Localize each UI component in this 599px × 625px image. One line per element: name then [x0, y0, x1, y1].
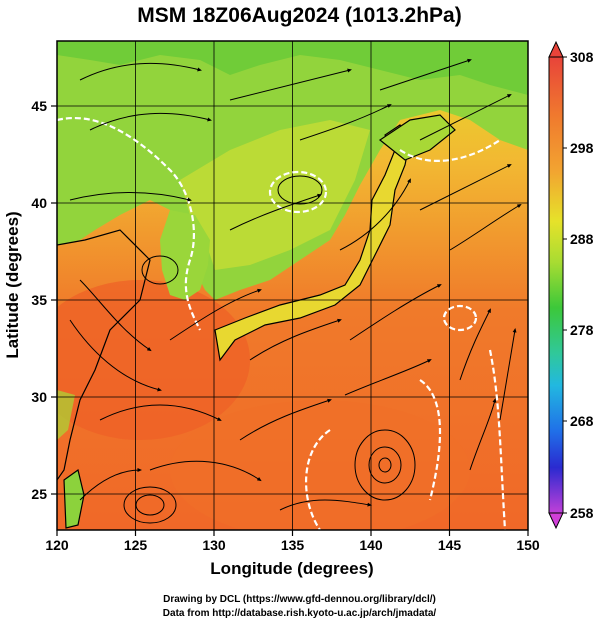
colorbar-tick-label: 278 [570, 322, 594, 338]
axis-ticks [51, 105, 529, 536]
temperature-field [57, 41, 528, 530]
wind-streamlines [69, 58, 522, 511]
lat-tick-label: 40 [31, 195, 47, 211]
lon-tick-label: 120 [45, 537, 69, 553]
lon-tick-label: 125 [124, 537, 148, 553]
lon-tick-label: 130 [202, 537, 226, 553]
lat-tick-label: 45 [31, 98, 47, 114]
credit-data-source: Data from http://database.rish.kyoto-u.a… [162, 608, 437, 619]
lon-tick-label: 135 [281, 537, 305, 553]
colorbar-tick-label: 308 [570, 49, 594, 65]
colorbar-tick-label: 298 [570, 140, 594, 156]
vortex-circulations [123, 175, 416, 524]
map-title: MSM 18Z06Aug2024 (1013.2hPa) [137, 4, 462, 27]
colorbar-tick-label: 288 [570, 231, 594, 247]
colorbar-tick-label: 258 [570, 505, 594, 521]
taiwan-land [63, 468, 85, 529]
lat-tick-label: 35 [31, 292, 47, 308]
colorbar-tick-label: 268 [570, 413, 594, 429]
colorbar: 308 298 288 278 268 258 [548, 40, 594, 530]
lat-lon-grid [57, 41, 528, 530]
lon-tick-label: 150 [516, 537, 540, 553]
lat-tick-label: 25 [31, 486, 47, 502]
credit-drawing: Drawing by DCL (https://www.gfd-dennou.o… [163, 594, 436, 605]
lat-tick-label: 30 [31, 389, 47, 405]
lon-tick-label: 140 [359, 537, 383, 553]
x-axis-title: Longitude (degrees) [210, 559, 373, 578]
lon-tick-label: 145 [438, 537, 462, 553]
y-axis-title: Latitude (degrees) [3, 211, 22, 358]
korea-land [160, 210, 210, 300]
